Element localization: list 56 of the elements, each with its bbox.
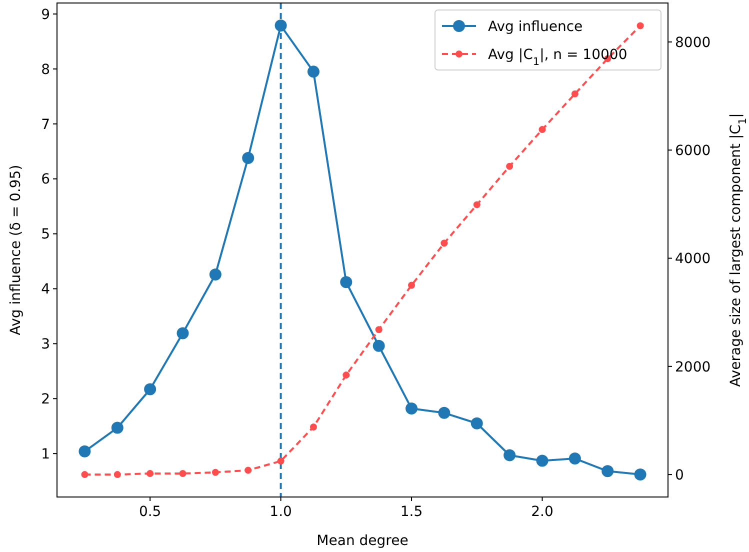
point xyxy=(538,126,546,134)
point xyxy=(568,452,581,465)
point xyxy=(242,152,254,164)
point xyxy=(81,471,88,478)
y-tick-label: 8 xyxy=(41,62,50,78)
y-tick-label: 1 xyxy=(41,446,50,462)
y-tick-label: 4 xyxy=(41,282,50,298)
point xyxy=(375,326,382,334)
point xyxy=(438,406,450,419)
y2-tick-label: 4000 xyxy=(675,251,711,268)
point xyxy=(636,22,644,30)
y2-tick-label: 6000 xyxy=(675,142,711,159)
y-tick-label: 5 xyxy=(41,226,50,243)
x-tick-label: 1.0 xyxy=(270,504,292,520)
point xyxy=(602,465,614,478)
y-tick-label: 7 xyxy=(41,116,50,133)
x-tick-label: 2.0 xyxy=(531,504,554,520)
point xyxy=(504,449,516,462)
y-tick-label: 6 xyxy=(41,172,50,188)
point xyxy=(274,20,287,32)
point xyxy=(212,468,219,476)
point xyxy=(470,417,483,430)
point xyxy=(536,454,548,467)
point xyxy=(144,383,156,396)
point xyxy=(209,268,222,280)
y-tick-label: 2 xyxy=(41,392,50,408)
legend-label: Avg influence xyxy=(488,18,583,35)
y-tick-label: 9 xyxy=(41,6,50,23)
point xyxy=(440,240,448,247)
point xyxy=(342,372,350,379)
point xyxy=(179,470,186,477)
y2-tick-label: 0 xyxy=(675,467,684,484)
point xyxy=(506,162,514,170)
x-tick-label: 0.5 xyxy=(138,504,162,520)
point xyxy=(146,470,154,477)
y-axis-title: Avg influence (δ = 0.95) xyxy=(8,164,24,336)
y2-tick-label: 8000 xyxy=(675,34,711,51)
point xyxy=(307,66,320,78)
point xyxy=(277,458,284,465)
point xyxy=(634,468,646,480)
point xyxy=(310,423,317,430)
point xyxy=(406,402,418,415)
y2-tick-label: 2000 xyxy=(675,359,711,376)
y-tick-label: 3 xyxy=(41,336,50,353)
point xyxy=(571,90,578,98)
point xyxy=(176,327,189,340)
point xyxy=(111,422,124,434)
point xyxy=(408,282,416,289)
x-tick-label: 1.5 xyxy=(400,504,423,520)
point xyxy=(372,340,385,352)
point xyxy=(244,466,252,474)
point xyxy=(340,276,352,288)
point xyxy=(473,201,480,208)
point xyxy=(114,471,121,478)
x-axis-title: Mean degree xyxy=(316,533,408,549)
point xyxy=(78,445,91,458)
